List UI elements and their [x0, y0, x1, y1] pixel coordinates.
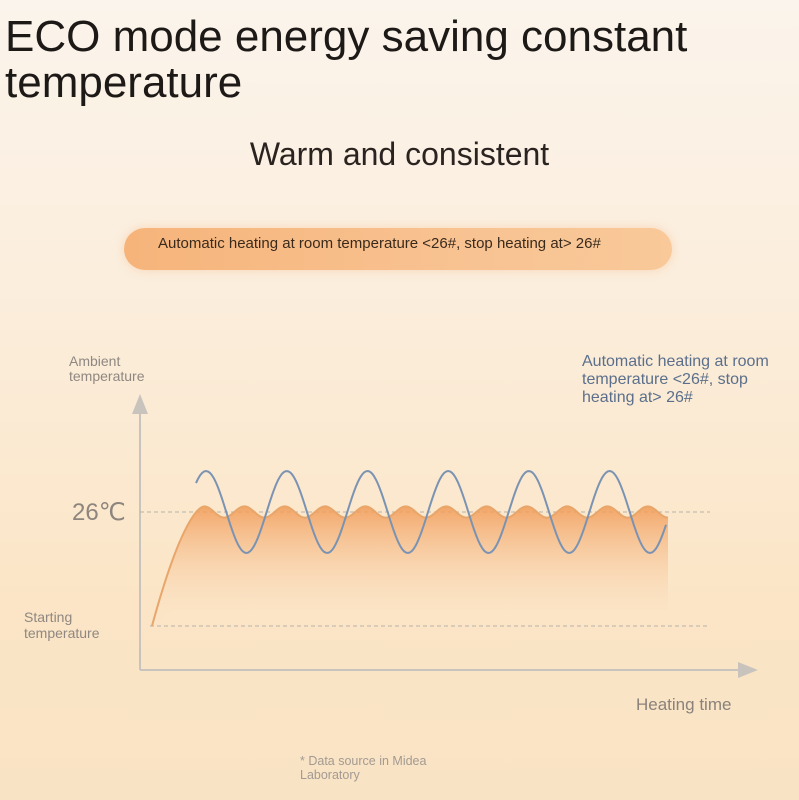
setpoint-tick-label: 26℃	[72, 499, 126, 526]
footnote: * Data source in Midea Laboratory	[300, 754, 427, 782]
y-axis-arrow	[132, 394, 148, 414]
eco-series-line	[151, 505, 669, 627]
y-axis-label-line1: Ambient	[69, 353, 120, 369]
start-tick-label-line1: Starting	[24, 609, 72, 625]
info-banner: Automatic heating at room temperature <2…	[124, 228, 672, 270]
chart-annotation: Automatic heating at room temperature <2…	[582, 353, 769, 406]
start-tick-label-line2: temperature	[24, 625, 100, 641]
headline: ECO mode energy saving constant temperat…	[5, 12, 688, 107]
comparison-series-line	[195, 469, 667, 555]
eco-series-area	[152, 506, 668, 626]
info-banner-text: Automatic heating at room temperature <2…	[158, 235, 601, 252]
x-axis-label: Heating time	[636, 695, 731, 714]
x-axis-arrow	[738, 662, 758, 678]
y-axis-label-line2: temperature	[69, 368, 145, 384]
subhead: Warm and consistent	[249, 136, 550, 172]
